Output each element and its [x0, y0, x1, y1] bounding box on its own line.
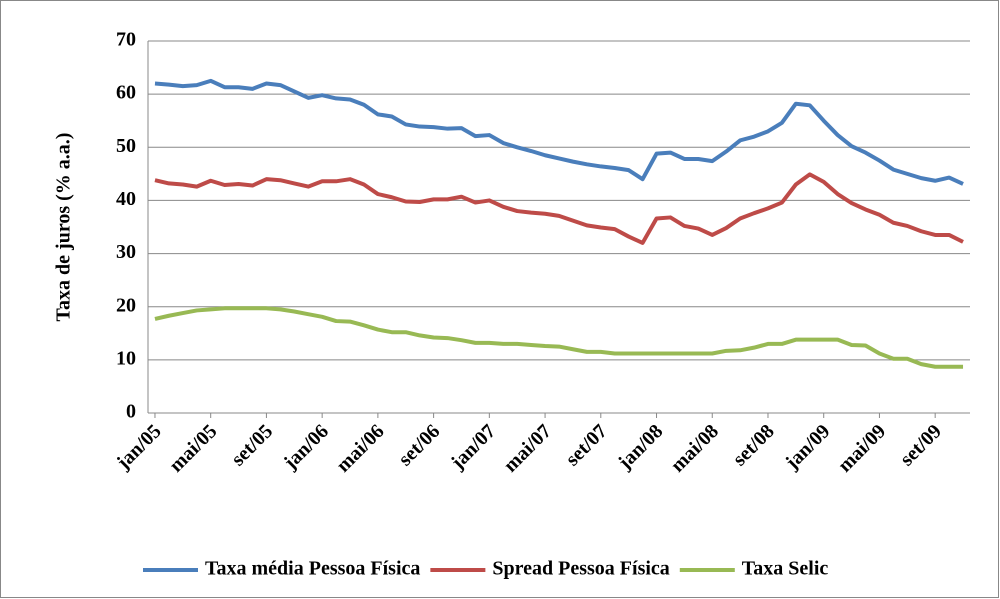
y-tick-label: 50 [116, 135, 136, 157]
y-tick-label: 30 [116, 241, 136, 263]
y-tick-label: 60 [116, 82, 136, 104]
y-axis-label: Taxa de juros (% a.a.) [53, 133, 75, 322]
y-tick-label: 70 [116, 29, 136, 51]
y-tick-label: 40 [116, 188, 136, 210]
line-series [154, 78, 964, 186]
legend-label: Spread Pessoa Física [492, 558, 669, 580]
legend-label: Taxa Selic [742, 558, 829, 580]
y-tick-label: 0 [126, 401, 136, 423]
y-tick-label: 10 [116, 347, 136, 369]
legend-label: Taxa média Pessoa Física [205, 558, 420, 580]
line-series [154, 172, 964, 245]
y-tick-label: 20 [116, 294, 136, 316]
line-series [154, 306, 964, 369]
